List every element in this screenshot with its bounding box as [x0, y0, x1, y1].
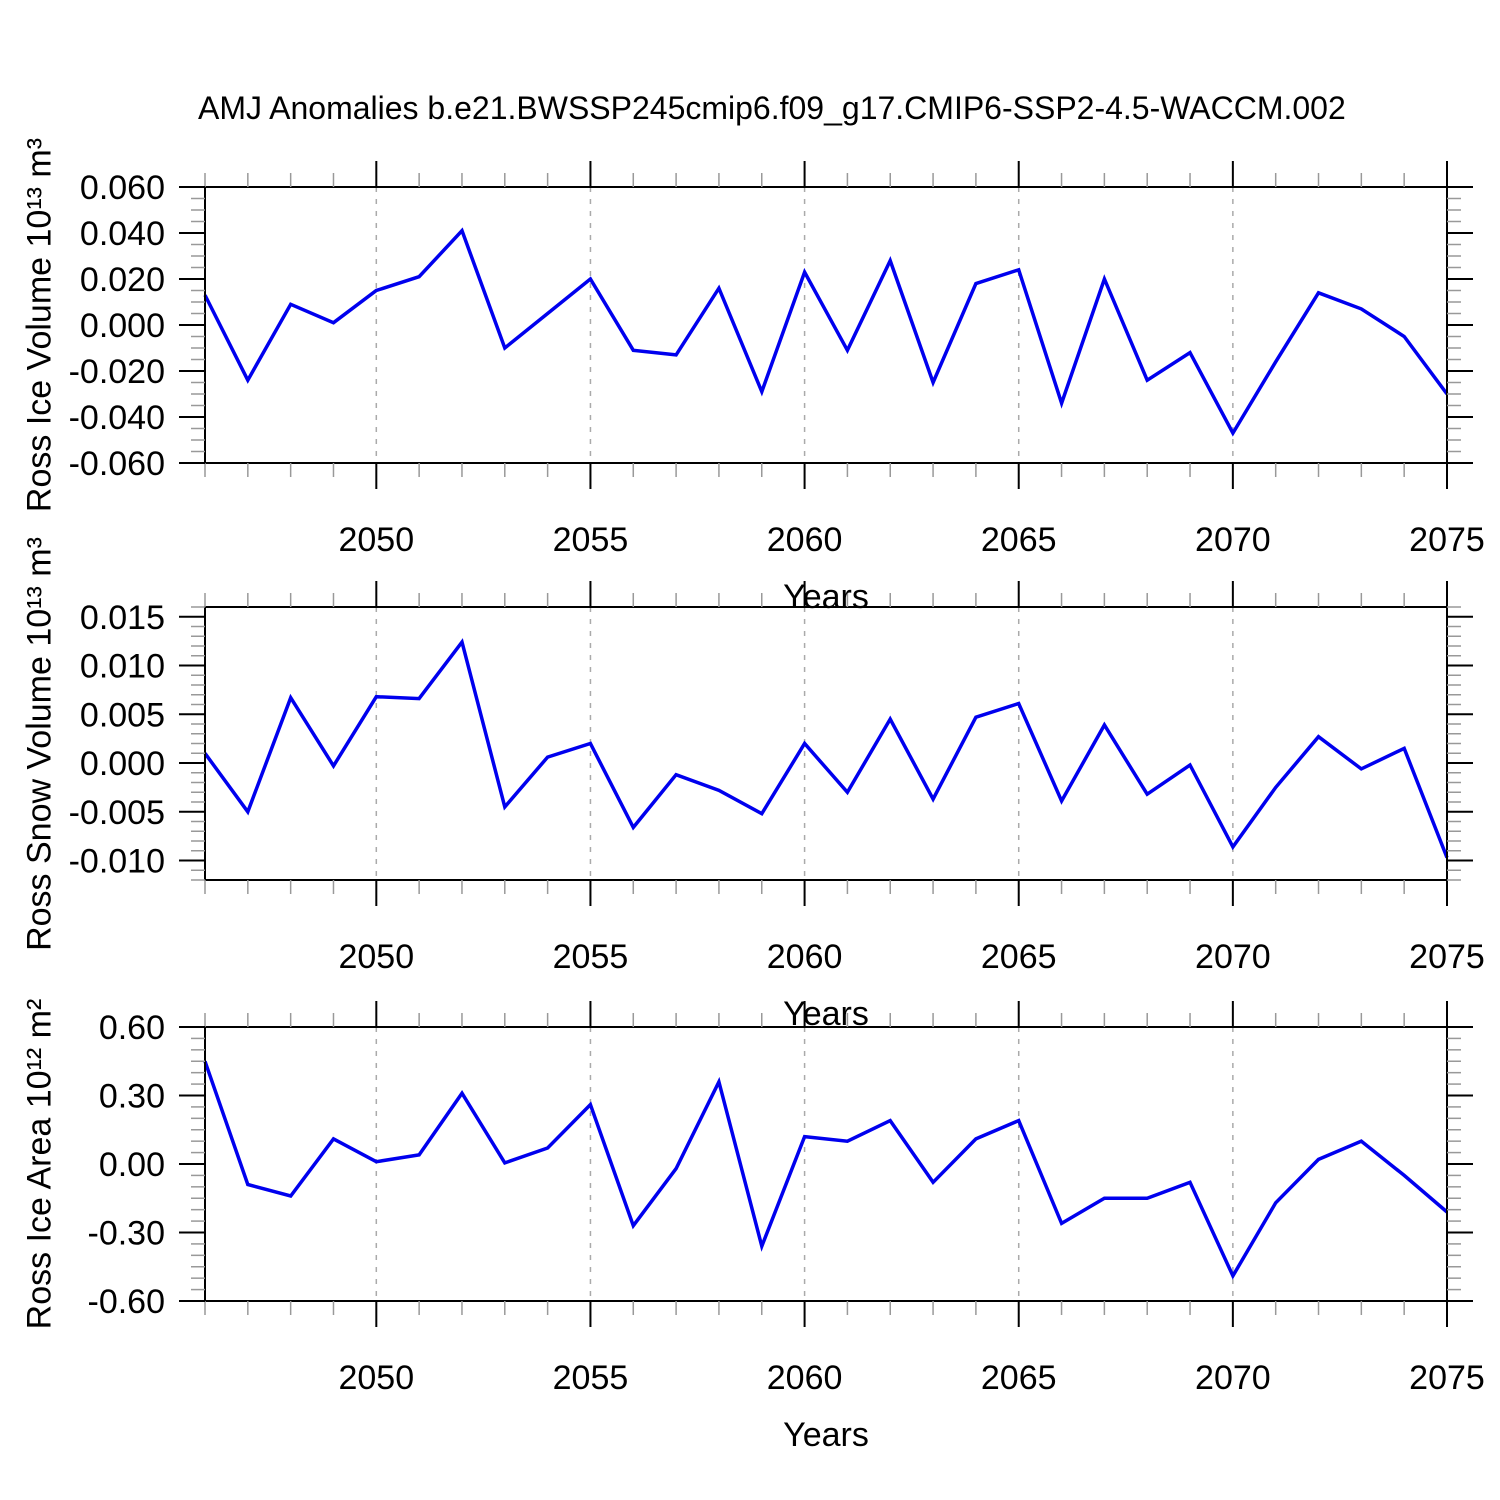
x-tick-label: 2060 [767, 938, 843, 976]
x-tick-label: 2065 [981, 938, 1057, 976]
x-tick-label: 2050 [338, 938, 414, 976]
plot-box-panel-2 [204, 606, 1448, 881]
x-tick-label: 2075 [1409, 938, 1485, 976]
x-tick-label: 2075 [1409, 1359, 1485, 1397]
y-tick-label: 0.015 [80, 599, 165, 637]
y-tick-label: 0.00 [99, 1146, 165, 1184]
x-tick-label: 2065 [981, 521, 1057, 559]
y-axis-title-panel-2: Ross Snow Volume 10¹³ m³ [20, 537, 59, 951]
x-tick-label: 2055 [553, 938, 629, 976]
plot-box-panel-3 [204, 1026, 1448, 1302]
x-tick-label: 2070 [1195, 521, 1271, 559]
chart-title: AMJ Anomalies b.e21.BWSSP245cmip6.f09_g1… [198, 90, 1346, 126]
x-tick-label: 2050 [338, 521, 414, 559]
x-tick-label: 2050 [338, 1359, 414, 1397]
x-axis-title-panel-3: Years [783, 1416, 869, 1454]
x-axis-title-panel-2: Years [783, 995, 869, 1033]
x-tick-label: 2065 [981, 1359, 1057, 1397]
x-tick-label: 2070 [1195, 1359, 1271, 1397]
y-tick-label: 0.60 [99, 1009, 165, 1047]
y-tick-label: 0.000 [80, 307, 165, 345]
x-tick-label: 2055 [553, 1359, 629, 1397]
x-tick-label: 2070 [1195, 938, 1271, 976]
series-line-panel-1 [203, 227, 1449, 437]
y-tick-label: -0.60 [88, 1283, 166, 1321]
x-axis-title-panel-1: Years [783, 578, 869, 616]
series-line-panel-3 [203, 1060, 1449, 1280]
plot-box-panel-1 [204, 186, 1448, 464]
y-tick-label: 0.005 [80, 696, 165, 734]
y-axis-title-panel-1: Ross Ice Volume 10¹³ m³ [20, 137, 59, 513]
y-axis-title-panel-3: Ross Ice Area 10¹² m² [20, 998, 59, 1330]
x-tick-label: 2075 [1409, 521, 1485, 559]
y-tick-label: 0.020 [80, 261, 165, 299]
y-tick-label: 0.010 [80, 648, 165, 686]
y-tick-label: -0.040 [69, 399, 165, 437]
y-tick-label: -0.020 [69, 353, 165, 391]
y-tick-label: 0.000 [80, 745, 165, 783]
y-tick-label: -0.30 [88, 1215, 166, 1253]
y-tick-label: 0.30 [99, 1078, 165, 1116]
x-tick-label: 2060 [767, 1359, 843, 1397]
y-tick-label: -0.060 [69, 445, 165, 483]
y-tick-label: -0.010 [69, 843, 165, 881]
y-tick-label: -0.005 [69, 794, 165, 832]
y-tick-label: 0.060 [80, 169, 165, 207]
series-line-panel-2 [203, 638, 1449, 859]
x-tick-label: 2055 [553, 521, 629, 559]
x-tick-label: 2060 [767, 521, 843, 559]
y-tick-label: 0.040 [80, 215, 165, 253]
